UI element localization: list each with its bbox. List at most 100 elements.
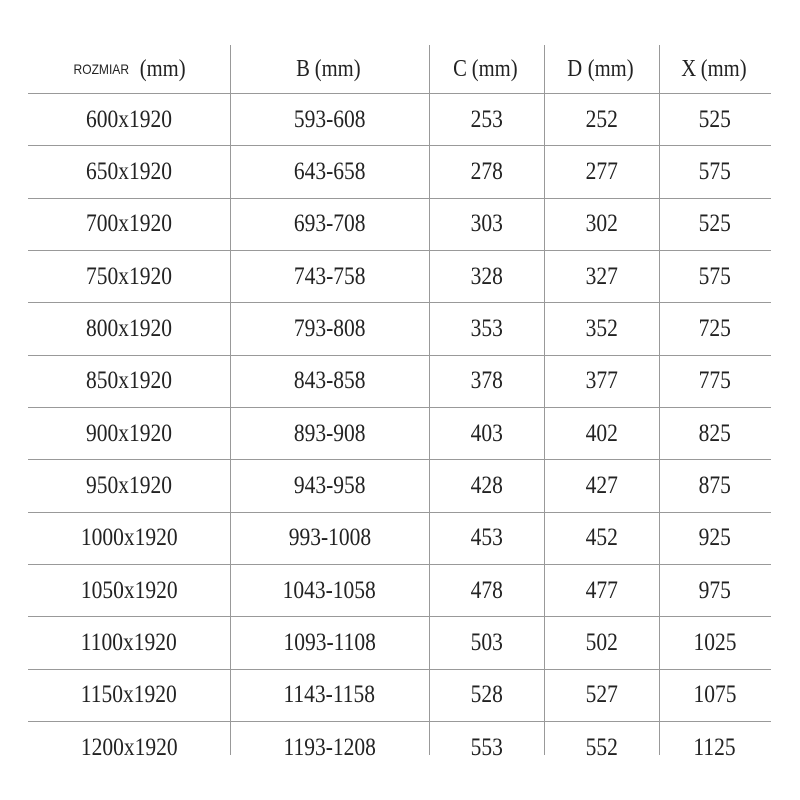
table-row: 800x1920 793-808 353 352 725 [28,303,771,356]
cell-c-value: 453 [429,513,544,564]
cell-text: 943-958 [293,472,366,500]
cell-text: 327 [585,262,618,290]
header-unit: (mm) [700,55,747,82]
cell-text: 1150x1920 [81,681,177,709]
header-unit: (mm) [139,55,186,82]
cell-text: 743-758 [293,262,366,290]
cell-d-value: 427 [544,460,659,511]
cell-text: 993-1008 [288,524,371,552]
cell-c-value: 328 [429,251,544,302]
cell-text: 1075 [693,681,737,709]
cell-size: 1150x1920 [28,670,230,721]
cell-c-value: 378 [429,356,544,407]
cell-size: 750x1920 [28,251,230,302]
cell-d-value: 477 [544,565,659,616]
cell-d-value: 327 [544,251,659,302]
cell-b-value: 693-708 [230,199,429,250]
cell-x-value: 775 [659,356,771,407]
table-row: 700x1920 693-708 303 302 525 [28,199,771,252]
cell-c-value: 303 [429,199,544,250]
cell-size: 1100x1920 [28,617,230,668]
cell-x-value: 925 [659,513,771,564]
header-rozmiar: ROZMIAR (mm) [28,45,230,93]
cell-text: 575 [698,262,732,290]
cell-x-value: 825 [659,408,771,459]
cell-d-value: 277 [544,146,659,197]
cell-size: 900x1920 [28,408,230,459]
header-label: D [567,55,583,82]
cell-text: 893-908 [293,419,366,447]
cell-b-value: 1193-1208 [230,722,429,773]
cell-c-value: 478 [429,565,544,616]
cell-d-value: 252 [544,94,659,145]
cell-d-value: 552 [544,722,659,773]
table-row: 650x1920 643-658 278 277 575 [28,146,771,199]
dimensions-table: ROZMIAR (mm) B (mm) C (mm) D (mm) X (mm) 600x… [28,45,771,773]
cell-x-value: 575 [659,251,771,302]
cell-text: 477 [585,576,618,604]
cell-b-value: 643-658 [230,146,429,197]
cell-x-value: 875 [659,460,771,511]
cell-text: 700x1920 [86,210,172,238]
cell-text: 950x1920 [86,472,172,500]
cell-text: 552 [585,733,618,761]
cell-text: 650x1920 [86,158,172,186]
cell-text: 452 [585,524,618,552]
header-unit: (mm) [314,55,361,82]
cell-text: 377 [585,367,618,395]
cell-text: 900x1920 [86,419,172,447]
cell-text: 278 [470,158,503,186]
cell-b-value: 593-608 [230,94,429,145]
cell-text: 1050x1920 [80,576,178,604]
cell-b-value: 1043-1058 [230,565,429,616]
cell-text: 527 [585,681,618,709]
cell-text: 800x1920 [86,315,172,343]
cell-text: 478 [470,576,503,604]
cell-text: 302 [585,210,618,238]
cell-size: 700x1920 [28,199,230,250]
cell-text: 1093-1108 [283,629,376,657]
cell-b-value: 743-758 [230,251,429,302]
table-row: 1150x1920 1143-1158 528 527 1075 [28,670,771,723]
cell-text: 502 [585,629,618,657]
header-label: X [680,55,696,82]
cell-text: 277 [585,158,618,186]
header-x: X (mm) [659,45,771,93]
cell-c-value: 253 [429,94,544,145]
cell-text: 303 [470,210,503,238]
cell-x-value: 525 [659,94,771,145]
table-row: 1100x1920 1093-1108 503 502 1025 [28,617,771,670]
cell-text: 593-608 [293,105,366,133]
cell-b-value: 943-958 [230,460,429,511]
cell-b-value: 1093-1108 [230,617,429,668]
cell-c-value: 553 [429,722,544,773]
cell-x-value: 1075 [659,670,771,721]
cell-size: 800x1920 [28,303,230,354]
cell-text: 793-808 [293,315,366,343]
column-divider [429,45,430,755]
cell-b-value: 893-908 [230,408,429,459]
cell-text: 725 [698,315,732,343]
header-label: C [452,55,467,82]
cell-text: 750x1920 [86,262,172,290]
table-row: 900x1920 893-908 403 402 825 [28,408,771,461]
cell-c-value: 503 [429,617,544,668]
table-row: 850x1920 843-858 378 377 775 [28,356,771,409]
cell-text: 825 [698,419,732,447]
column-divider [230,45,231,755]
cell-text: 600x1920 [86,105,172,133]
cell-size: 1050x1920 [28,565,230,616]
cell-x-value: 1025 [659,617,771,668]
cell-b-value: 993-1008 [230,513,429,564]
cell-d-value: 377 [544,356,659,407]
cell-text: 1000x1920 [80,524,178,552]
table-row: 1000x1920 993-1008 453 452 925 [28,513,771,566]
cell-text: 353 [470,315,503,343]
cell-text: 553 [470,733,503,761]
cell-d-value: 452 [544,513,659,564]
column-divider [544,45,545,755]
cell-c-value: 428 [429,460,544,511]
cell-text: 1043-1058 [282,576,377,604]
cell-text: 1193-1208 [283,733,376,761]
cell-size: 600x1920 [28,94,230,145]
